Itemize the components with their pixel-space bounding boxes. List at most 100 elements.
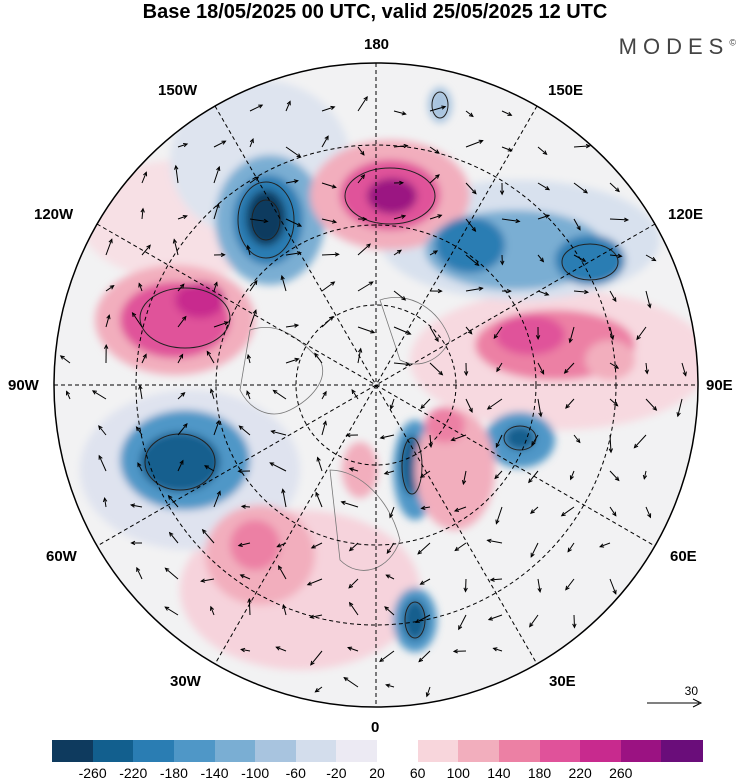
wind-vector-head — [419, 473, 425, 478]
wind-vector — [60, 355, 71, 364]
wind-vector — [310, 614, 323, 618]
wind-vector — [357, 96, 368, 112]
wind-vector — [131, 504, 143, 508]
wind-vector-head — [401, 296, 407, 301]
wind-vector-head — [463, 371, 469, 377]
wind-vector-head — [652, 406, 658, 411]
wind-vector-head — [486, 538, 492, 544]
wind-vector — [357, 174, 365, 184]
wind-vector-head — [494, 474, 499, 480]
wind-vector-head — [142, 353, 147, 359]
wind-vector — [307, 578, 323, 586]
wind-vector — [496, 362, 503, 372]
wind-vector-head — [348, 601, 354, 607]
colorbar-segment — [539, 740, 581, 762]
wind-vector-head — [348, 583, 354, 589]
wind-vector — [681, 362, 687, 376]
wind-vector — [487, 539, 503, 544]
wind-vector — [343, 677, 359, 688]
wind-vector-head — [572, 623, 577, 629]
wind-vector-head — [182, 215, 188, 220]
lon-label-90w: 90W — [8, 377, 39, 394]
wind-vector-head — [363, 95, 368, 101]
wind-vector-head — [389, 513, 394, 519]
wind-vector — [177, 392, 185, 400]
wind-vector-head — [545, 186, 551, 191]
wind-vector-head — [270, 429, 276, 435]
wind-vector — [564, 362, 575, 374]
wind-vector-head — [216, 490, 221, 496]
wind-vector — [321, 316, 334, 328]
wind-vector-head — [357, 347, 363, 353]
wind-vector-head — [223, 321, 230, 326]
wind-vector — [271, 430, 287, 436]
wind-vector-head — [281, 488, 286, 494]
wind-vector-head — [315, 491, 320, 497]
wind-vector — [426, 686, 431, 697]
wind-vector — [429, 250, 438, 256]
wind-vector-head — [213, 281, 218, 287]
wind-vector — [213, 321, 229, 328]
wind-vector-head — [129, 503, 136, 508]
wind-vector-head — [253, 279, 258, 285]
wind-vector-head — [636, 335, 641, 341]
wind-vector-head — [106, 314, 111, 320]
wind-vector — [141, 354, 147, 364]
wind-vector-head — [612, 297, 617, 303]
wind-vector-head — [385, 683, 391, 688]
colorbar — [52, 740, 703, 762]
wind-vector — [645, 506, 651, 518]
wind-vector-head — [633, 443, 639, 449]
wind-vector — [417, 542, 431, 555]
colorbar-tick-label: 180 — [527, 765, 552, 781]
wind-vector — [285, 252, 301, 256]
wind-vector — [501, 110, 512, 116]
wind-vector-head — [164, 606, 170, 611]
wind-vector-head — [599, 543, 605, 548]
wind-vectors — [59, 95, 687, 698]
wind-vector-head — [328, 315, 334, 321]
wind-vector — [276, 646, 287, 652]
wind-vector-head — [238, 425, 244, 430]
lon-label-30e: 30E — [549, 673, 576, 690]
wind-vector-head — [438, 370, 444, 376]
wind-vector-head — [379, 657, 384, 663]
wind-vector — [415, 614, 431, 623]
wind-vector — [380, 434, 395, 439]
wind-vector — [609, 578, 617, 594]
lon-label-150w: 150W — [158, 82, 198, 99]
wind-vector-head — [246, 244, 251, 250]
wind-vector — [490, 578, 503, 581]
brand-name: MODES — [618, 34, 730, 59]
wind-vector — [429, 434, 432, 447]
wind-vector — [281, 275, 287, 292]
lon-label-120e: 120E — [668, 206, 704, 223]
wind-vector-head — [345, 432, 351, 438]
wind-vector-head — [347, 646, 353, 651]
wind-vector-head — [478, 286, 484, 291]
wind-vector — [177, 143, 188, 148]
wind-vector — [609, 362, 619, 369]
colorbar-segment — [255, 740, 297, 762]
colorbar-segment — [417, 740, 459, 762]
wind-vector-head — [383, 470, 389, 475]
wind-vector-head — [98, 454, 103, 460]
wind-vector-head — [515, 218, 521, 224]
wind-vector-head — [143, 171, 148, 177]
wind-vector-head — [453, 507, 460, 512]
wind-vector-head — [282, 603, 287, 610]
wind-vector — [98, 425, 107, 436]
wind-vector-head — [263, 218, 269, 224]
wind-vector — [177, 423, 188, 436]
wind-vector-head — [420, 505, 426, 510]
wind-vector — [609, 254, 622, 257]
wind-vector — [429, 146, 440, 154]
wind-vector-head — [454, 546, 460, 552]
colorbar-segment — [661, 740, 703, 762]
wind-vector-head — [254, 176, 260, 181]
wind-vector-head — [450, 437, 456, 442]
wind-vector — [206, 351, 215, 364]
wind-vector-head — [676, 412, 681, 418]
wind-vector — [429, 174, 440, 184]
wind-vector — [599, 542, 611, 548]
